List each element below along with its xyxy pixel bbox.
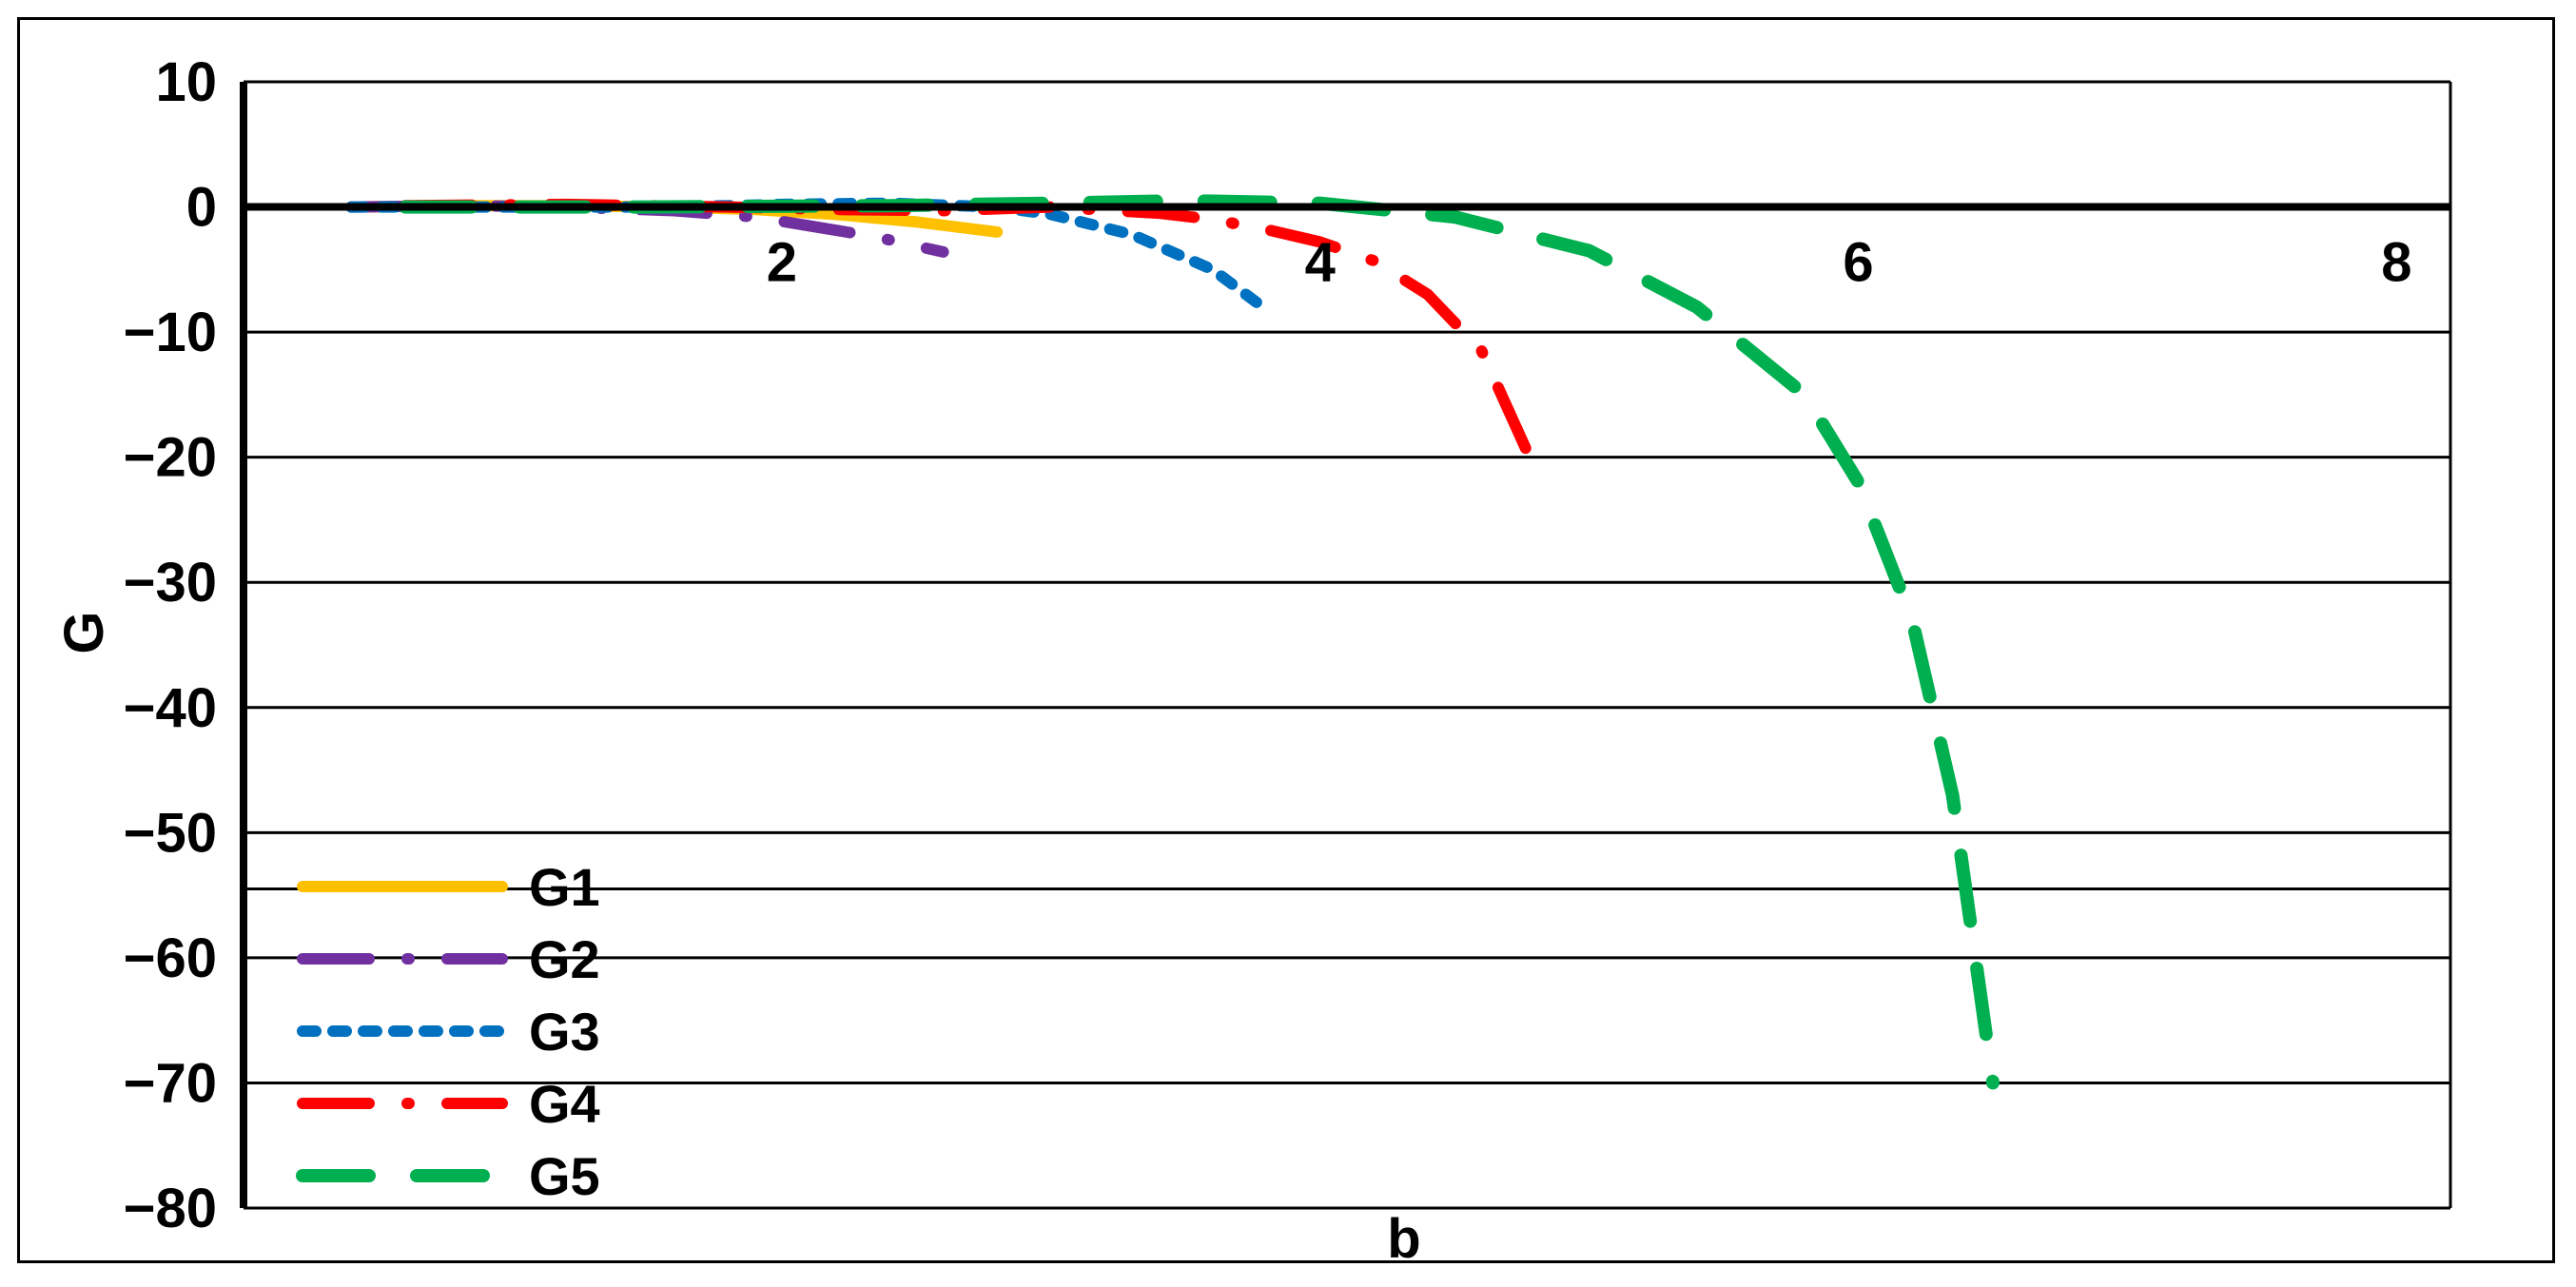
y-tick-label: −10 xyxy=(124,302,217,363)
x-tick-label: 2 xyxy=(767,232,797,294)
series-line-g3 xyxy=(345,197,1273,316)
x-tick-label: 6 xyxy=(1843,232,1873,294)
legend-label-g1: G1 xyxy=(529,857,600,917)
y-tick-label: −70 xyxy=(124,1052,217,1114)
y-tick-label: −50 xyxy=(124,802,217,864)
legend-label-g5: G5 xyxy=(529,1146,600,1206)
series-line-g4 xyxy=(399,198,1541,476)
legend-label-g2: G2 xyxy=(529,929,600,989)
y-tick-label: −60 xyxy=(124,927,217,989)
x-tick-label: 8 xyxy=(2381,232,2411,294)
axes xyxy=(240,82,2450,1210)
y-tick-label: −30 xyxy=(124,552,217,614)
chart-frame xyxy=(17,17,2555,1263)
y-tick-label: −40 xyxy=(124,677,217,739)
y-tick-label: −20 xyxy=(124,427,217,489)
y-tick-label: 10 xyxy=(155,51,217,113)
x-tick-label: 4 xyxy=(1305,232,1336,294)
y-tick-label: 0 xyxy=(186,177,217,239)
tick-labels: 10 0 −10 −20 −30 −40 −50 −60 −70 −80 2 4 6 8 xyxy=(124,51,2412,1239)
legend-label-g3: G3 xyxy=(529,1002,600,1062)
legend-label-g4: G4 xyxy=(529,1074,600,1134)
y-axis-title: G xyxy=(53,611,115,653)
legend: G1 G2 G3 G4 G5 xyxy=(296,857,600,1206)
y-tick-label: −80 xyxy=(124,1178,217,1239)
x-axis-title: b xyxy=(1387,1208,1420,1270)
